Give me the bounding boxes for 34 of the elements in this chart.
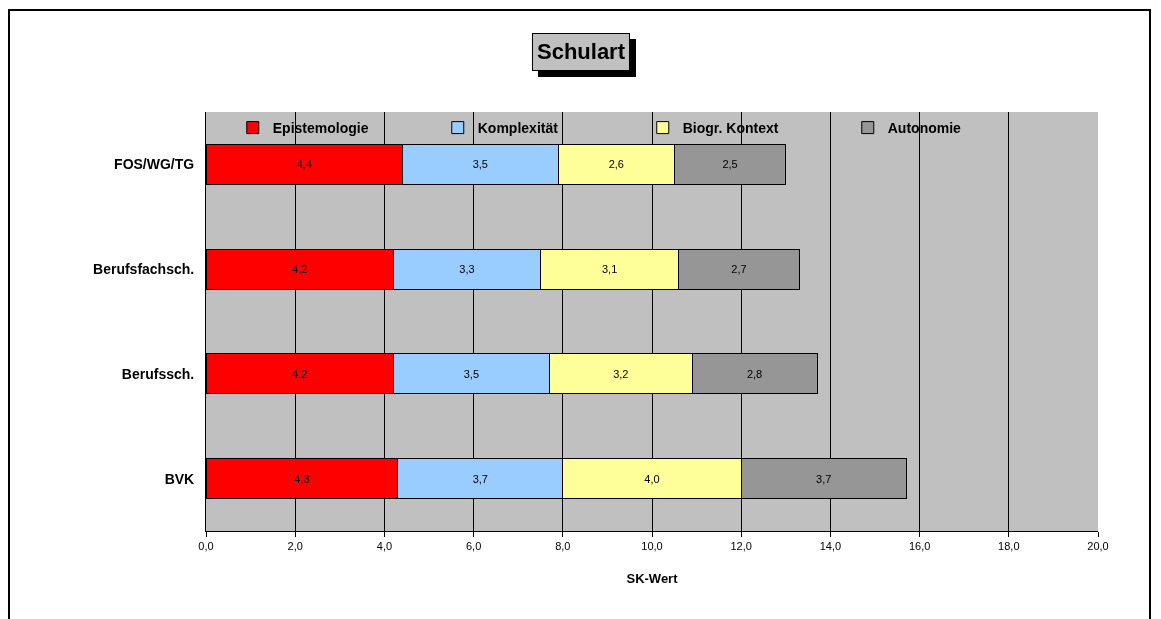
chart-title: Schulart [531, 33, 631, 71]
x-axis-title: SK-Wert [626, 570, 679, 586]
x-tick-label: 6,0 [465, 540, 482, 553]
legend-label: Komplexität [477, 120, 559, 137]
x-tick-label: 4,0 [376, 540, 393, 553]
data-label: 2,7 [731, 263, 747, 276]
data-label: 3,2 [613, 367, 629, 380]
x-tick-label: 8,0 [555, 540, 571, 553]
x-tick-label: 10,0 [641, 540, 663, 553]
data-label: 4,2 [292, 263, 308, 276]
data-label: 2,5 [722, 158, 738, 171]
x-tick-label: 2,0 [287, 540, 303, 553]
x-tick-label: 18,0 [998, 540, 1020, 553]
y-tick-label: BVK [164, 470, 195, 487]
y-tick-label: Berufsfachsch. [93, 261, 195, 278]
x-tick-label: 0,0 [198, 540, 214, 553]
x-tick-label: 12,0 [730, 540, 752, 553]
x-tick-label: 14,0 [819, 540, 842, 553]
data-label: 2,8 [746, 367, 763, 380]
data-label: 2,6 [608, 158, 624, 171]
data-label: 4,2 [292, 367, 308, 380]
data-label: 3,7 [816, 472, 832, 485]
data-label: 4,3 [294, 472, 310, 485]
data-label: 4,0 [644, 472, 660, 485]
x-tick-label: 16,0 [908, 540, 931, 553]
data-label: 4,4 [296, 158, 312, 171]
data-label: 3,7 [472, 472, 488, 485]
data-label: 3,1 [601, 263, 618, 276]
x-tick-label: 20,0 [1087, 540, 1109, 553]
y-tick-label: Berufssch. [121, 365, 195, 382]
data-label: 3,5 [472, 158, 488, 171]
y-tick-label: FOS/WG/TG [114, 156, 195, 173]
data-label: 3,3 [459, 263, 475, 276]
data-label: 3,5 [463, 367, 480, 380]
